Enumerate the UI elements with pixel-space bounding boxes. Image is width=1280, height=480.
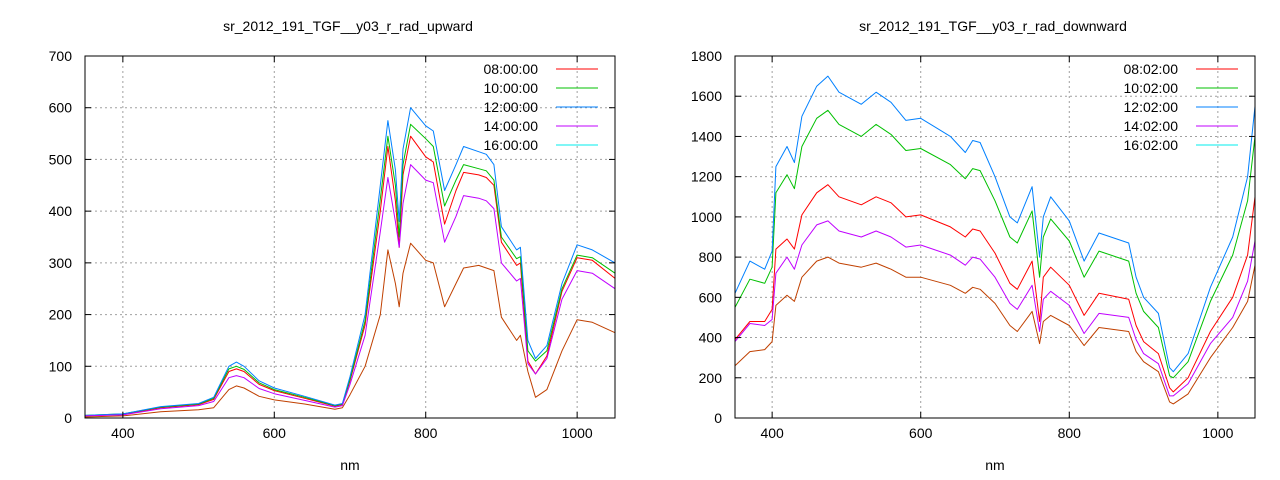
y-tick-label: 1400: [691, 128, 722, 144]
y-tick-label: 200: [699, 370, 723, 386]
legend: 08:00:00 10:00:00 12:00:00 14:00:00 16:00:00: [484, 61, 598, 153]
chart-panel-downward: 400 600 800 1000 0 200 400 600 800 1000 1200 1400 16…: [691, 18, 1256, 473]
series-line-14-02-00: [734, 220, 1256, 397]
x-tick-label: 1000: [562, 425, 593, 441]
chart-title: sr_2012_191_TGF__y03_r_rad_downward: [859, 18, 1127, 34]
x-tick-label: 600: [263, 425, 287, 441]
y-tick-label: 400: [699, 330, 723, 346]
x-axis-label: nm: [340, 457, 359, 473]
y-tick-label: 400: [49, 203, 73, 219]
x-tick-label: 400: [111, 425, 135, 441]
y-tick-label: 1200: [691, 169, 722, 185]
series-line-12-02-00: [734, 75, 1256, 373]
x-tick-label: 800: [1058, 425, 1082, 441]
y-tick-label: 500: [49, 151, 73, 167]
x-axis-label: nm: [985, 457, 1004, 473]
y-tick-label: 1600: [691, 88, 722, 104]
series-line-12-00-00: [84, 107, 616, 416]
legend-label: 08:00:00: [484, 61, 539, 77]
x-tick-label: 400: [760, 425, 784, 441]
chart-title: sr_2012_191_TGF__y03_r_rad_upward: [223, 18, 473, 34]
y-tick-label: 1800: [691, 48, 722, 64]
series-line-14-00-00: [84, 164, 616, 417]
series-line-16-00-00: [84, 242, 616, 418]
legend-label: 10:02:00: [1124, 80, 1179, 96]
series-line-16-02-00: [734, 256, 1256, 405]
y-tick-label: 100: [49, 358, 73, 374]
series-line-08-02-00: [734, 184, 1256, 393]
x-tick-label: 1000: [1202, 425, 1233, 441]
y-tick-label: 700: [49, 48, 73, 64]
legend-label: 12:02:00: [1124, 99, 1179, 115]
legend-label: 14:02:00: [1124, 118, 1179, 134]
y-tick-label: 600: [699, 289, 723, 305]
y-tick-label: 0: [64, 410, 72, 426]
legend-label: 16:00:00: [484, 137, 539, 153]
legend-label: 12:00:00: [484, 99, 539, 115]
y-tick-label: 1000: [691, 209, 722, 225]
legend-label: 16:02:00: [1124, 137, 1179, 153]
y-tick-label: 300: [49, 255, 73, 271]
plot-frame: [84, 55, 616, 419]
series-line-10-00-00: [84, 123, 616, 416]
legend: 08:02:00 10:02:00 12:02:00 14:02:00 16:02:00: [1124, 61, 1238, 153]
y-tick-label: 200: [49, 307, 73, 323]
legend-label: 14:00:00: [484, 118, 539, 134]
legend-label: 08:02:00: [1124, 61, 1179, 77]
y-tick-label: 800: [699, 249, 723, 265]
chart-panel-upward: 400 600 800 1000 0 100 200 300 400 500 600 700 sr_20…: [49, 18, 616, 473]
x-tick-label: 600: [909, 425, 933, 441]
plot-frame: [734, 55, 1256, 419]
series-line-10-02-00: [734, 109, 1256, 379]
x-tick-label: 800: [414, 425, 438, 441]
y-tick-label: 0: [714, 410, 722, 426]
legend-label: 10:00:00: [484, 80, 539, 96]
y-tick-label: 600: [49, 100, 73, 116]
series-line-08-00-00: [84, 135, 616, 417]
